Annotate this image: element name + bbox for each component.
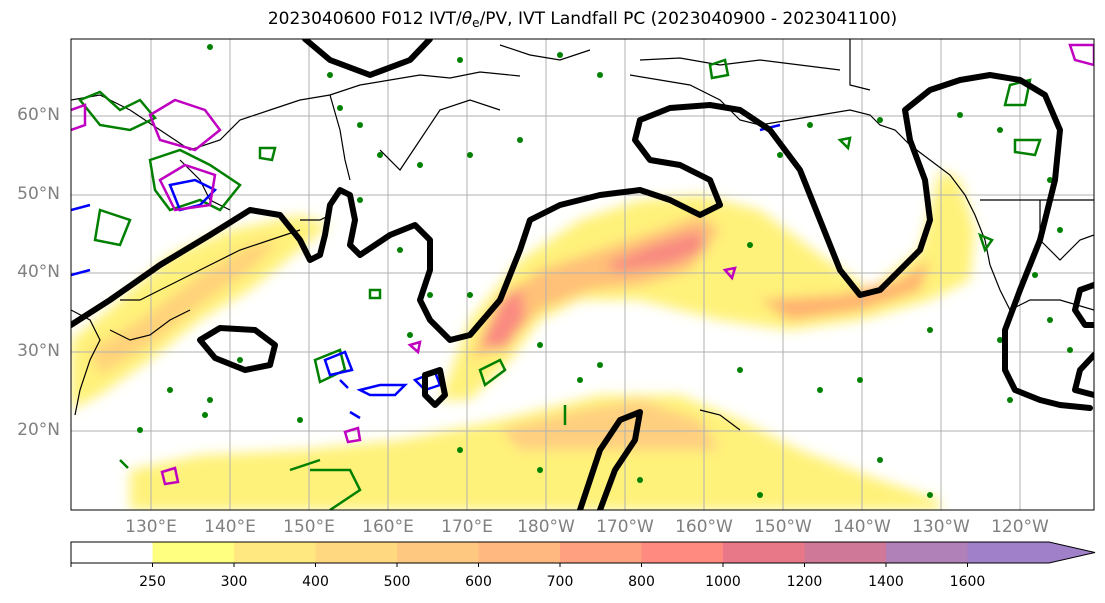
lon-label-130e: 130°E xyxy=(125,517,177,537)
colorbar-segment xyxy=(886,542,968,563)
pv-contours-magenta xyxy=(71,43,1094,486)
colorbar-segment xyxy=(560,542,642,563)
colorbar-label: 500 xyxy=(383,574,411,590)
ivt-shading xyxy=(71,170,975,510)
colorbar-segment xyxy=(478,542,561,563)
lon-label-180w: 180°W xyxy=(517,517,575,537)
colorbar xyxy=(70,541,1096,567)
colorbar-label: 1400 xyxy=(868,574,904,590)
ivt-pc-contours xyxy=(71,39,1094,510)
colorbar-label: 800 xyxy=(628,574,655,590)
colorbar-label: 1000 xyxy=(705,574,741,590)
colorbar-outline xyxy=(70,541,1096,564)
pv-contours-blue xyxy=(71,80,956,420)
lat-label-40n: 40°N xyxy=(17,262,60,282)
colorbar-segment xyxy=(397,542,479,563)
colorbar-segment xyxy=(152,542,235,563)
colorbar-segment xyxy=(641,542,724,563)
lon-label-150e: 150°E xyxy=(283,517,335,537)
lon-label-160e: 160°E xyxy=(362,517,414,537)
colorbar-extend-arrow xyxy=(967,542,1095,563)
lon-label-140e: 140°E xyxy=(204,517,256,537)
lat-label-30n: 30°N xyxy=(17,341,60,361)
colorbar-label: 300 xyxy=(220,574,248,590)
map-border xyxy=(70,38,1095,511)
lat-label-60n: 60°N xyxy=(17,105,60,125)
colorbar-label: 250 xyxy=(139,574,166,590)
lon-label-170e: 170°E xyxy=(441,517,493,537)
lon-label-170w: 170°W xyxy=(596,517,654,537)
colorbar-label: 400 xyxy=(302,574,329,590)
lat-label-50n: 50°N xyxy=(17,184,60,204)
figure-title: 2023040600 F012 IVT/θe/PV, IVT Landfall … xyxy=(267,9,898,30)
grid-lines xyxy=(71,39,1094,510)
lon-label-150w: 150°W xyxy=(754,517,812,537)
colorbar-segment-below xyxy=(71,542,153,563)
colorbar-label: 700 xyxy=(546,574,574,590)
lon-label-130w: 130°W xyxy=(912,517,970,537)
lon-label-160w: 160°W xyxy=(675,517,733,537)
lon-label-120w: 120°W xyxy=(991,517,1049,537)
colorbar-label: 1600 xyxy=(949,574,986,590)
colorbar-label: 1200 xyxy=(786,574,823,590)
colorbar-segment xyxy=(723,542,805,563)
colorbar-segment xyxy=(234,542,316,563)
lon-label-140w: 140°W xyxy=(833,517,891,537)
theta-e-dots xyxy=(137,44,1073,498)
colorbar-segment xyxy=(804,542,887,563)
theta-e-contours xyxy=(77,58,1042,510)
lat-label-20n: 20°N xyxy=(17,420,60,440)
colorbar-label: 600 xyxy=(465,574,492,590)
colorbar-segment xyxy=(315,542,398,563)
